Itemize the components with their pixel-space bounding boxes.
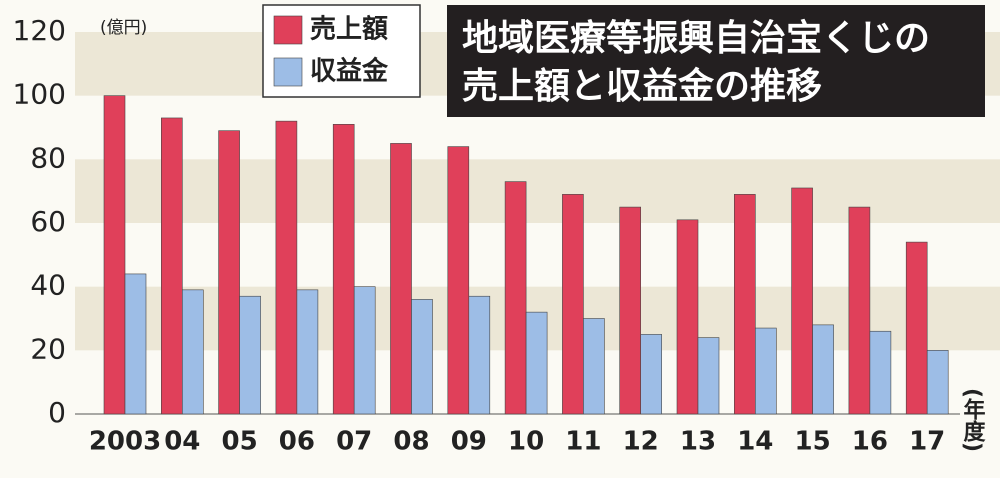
x-tick-label: 10 xyxy=(508,427,544,457)
marks xyxy=(103,95,949,415)
y-tick-label: 60 xyxy=(30,205,66,238)
bar xyxy=(239,295,261,415)
bar xyxy=(332,124,355,415)
bar xyxy=(390,143,412,415)
bar xyxy=(812,324,834,415)
x-tick-label: 12 xyxy=(623,427,659,457)
x-tick-label: 04 xyxy=(164,427,200,457)
bar xyxy=(182,289,204,415)
bar xyxy=(468,295,491,415)
x-tick-label: 06 xyxy=(279,427,315,457)
bar xyxy=(640,334,663,415)
x-tick-label: 2003 xyxy=(89,427,161,457)
bar xyxy=(926,350,949,415)
legend-label: 収益金 xyxy=(310,56,389,87)
x-tick-label: 17 xyxy=(909,427,945,457)
bar xyxy=(296,289,319,415)
y-tick-label: 120 xyxy=(13,14,66,47)
legend-swatch xyxy=(273,57,303,87)
x-tick-label: 07 xyxy=(336,427,372,457)
bar xyxy=(218,130,240,415)
x-tick-label: 14 xyxy=(737,427,773,457)
bar xyxy=(161,117,183,415)
x-tick-label: 16 xyxy=(852,427,888,457)
bar xyxy=(562,194,584,415)
bar xyxy=(791,187,813,415)
y-tick-label: 0 xyxy=(48,396,66,429)
bar xyxy=(411,299,433,415)
bar xyxy=(103,95,126,415)
x-tick-label: 08 xyxy=(393,427,429,457)
bar xyxy=(124,273,147,415)
x-unit: (年度) xyxy=(960,388,986,452)
bar xyxy=(754,327,777,415)
bar xyxy=(447,146,470,415)
bar xyxy=(905,241,928,415)
x-tick-label: 11 xyxy=(565,427,601,457)
y-unit: (億円) xyxy=(100,18,147,38)
bar xyxy=(676,219,699,415)
bar xyxy=(869,330,892,415)
bar xyxy=(697,337,720,415)
bar xyxy=(525,311,548,415)
bar xyxy=(848,206,871,415)
bar xyxy=(583,318,605,415)
x-tick-label: 13 xyxy=(680,427,716,457)
bar xyxy=(353,286,376,415)
title-box xyxy=(447,5,985,117)
x-tick-label: 09 xyxy=(451,427,487,457)
y-tick-label: 80 xyxy=(30,141,66,174)
bar xyxy=(275,120,298,415)
bar xyxy=(504,181,527,415)
y-tick-label: 40 xyxy=(30,269,66,302)
bar xyxy=(733,194,756,415)
y-tick-label: 20 xyxy=(30,332,66,365)
chart-title: 地域医療等振興自治宝くじの xyxy=(462,18,930,59)
y-tick-label: 100 xyxy=(13,78,66,111)
x-tick-label: 05 xyxy=(222,427,258,457)
x-tick-label: 15 xyxy=(795,427,831,457)
legend-label: 売上額 xyxy=(310,15,388,45)
chart-title: 売上額と収益金の推移 xyxy=(462,65,822,107)
legend-swatch xyxy=(273,15,303,45)
bar xyxy=(619,206,642,415)
